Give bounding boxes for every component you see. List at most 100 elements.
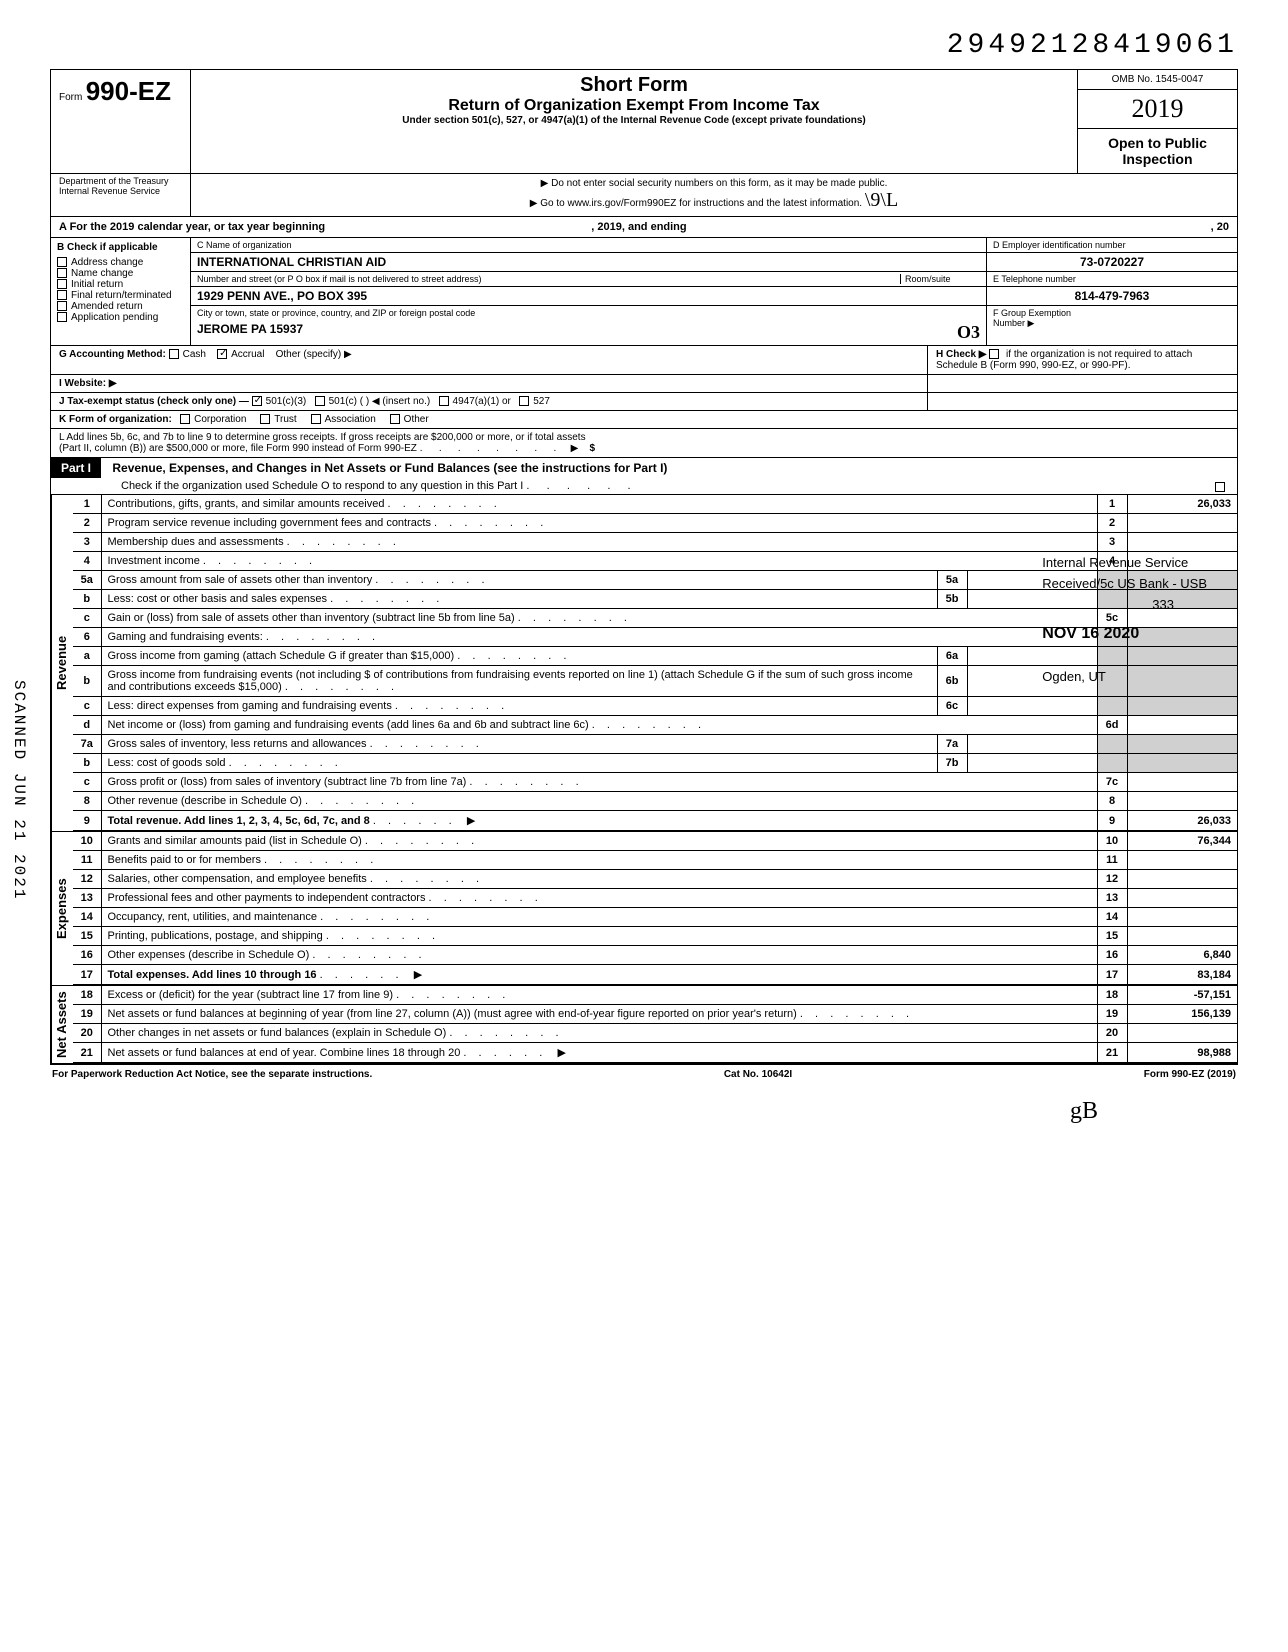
line-description: Professional fees and other payments to … bbox=[101, 889, 1097, 908]
line-description: Printing, publications, postage, and shi… bbox=[101, 927, 1097, 946]
line-l-text2: (Part II, column (B)) are $500,000 or mo… bbox=[59, 443, 417, 454]
line-value bbox=[1127, 1024, 1237, 1043]
line-number: 6 bbox=[73, 628, 101, 647]
mid-line-number: 5a bbox=[937, 571, 967, 590]
line-description: Salaries, other compensation, and employ… bbox=[101, 870, 1097, 889]
line-value: 6,840 bbox=[1127, 946, 1237, 965]
501c3-label: 501(c)(3) bbox=[266, 396, 307, 407]
line-number: 10 bbox=[73, 832, 101, 851]
goto-link: ▶ Go to www.irs.gov/Form990EZ for instru… bbox=[530, 198, 862, 209]
section-bcdef: B Check if applicable Address change Nam… bbox=[51, 238, 1237, 346]
line-number: 14 bbox=[73, 908, 101, 927]
check-initial-return[interactable]: Initial return bbox=[57, 279, 184, 290]
line-description: Less: cost of goods sold . . . . . . . . bbox=[101, 754, 937, 773]
check-trust[interactable] bbox=[260, 414, 270, 424]
website-label: I Website: ▶ bbox=[59, 378, 117, 389]
table-row: 14Occupancy, rent, utilities, and mainte… bbox=[73, 908, 1237, 927]
column-c: C Name of organization INTERNATIONAL CHR… bbox=[191, 238, 987, 345]
line-value bbox=[1127, 927, 1237, 946]
check-schedule-o[interactable] bbox=[1215, 482, 1225, 492]
check-527[interactable] bbox=[519, 396, 529, 406]
org-name: INTERNATIONAL CHRISTIAN AID bbox=[191, 253, 986, 272]
dollar-sign: $ bbox=[589, 443, 595, 454]
catalog-number: Cat No. 10642I bbox=[724, 1069, 792, 1080]
line-number: 7a bbox=[73, 735, 101, 754]
accounting-method-label: G Accounting Method: bbox=[59, 349, 166, 360]
row-k: K Form of organization: Corporation Trus… bbox=[51, 411, 1237, 429]
open-to-public: Open to Public Inspection bbox=[1078, 129, 1237, 173]
line-value bbox=[1127, 773, 1237, 792]
check-cash[interactable] bbox=[169, 349, 179, 359]
ein-label: D Employer identification number bbox=[987, 238, 1237, 253]
line-number: 16 bbox=[73, 946, 101, 965]
stamp-bank: Received/5c US Bank - USB bbox=[1042, 574, 1207, 595]
table-row: 9Total revenue. Add lines 1, 2, 3, 4, 5c… bbox=[73, 811, 1237, 831]
mid-line-number: 6b bbox=[937, 666, 967, 697]
mid-value bbox=[967, 735, 1097, 754]
line-description: Other expenses (describe in Schedule O) … bbox=[101, 946, 1097, 965]
expenses-table: 10Grants and similar amounts paid (list … bbox=[73, 832, 1237, 985]
part-1-label: Part I bbox=[51, 458, 101, 478]
check-schedule-b[interactable] bbox=[989, 349, 999, 359]
right-line-number: 18 bbox=[1097, 986, 1127, 1005]
check-501c3[interactable] bbox=[252, 396, 262, 406]
check-501c[interactable] bbox=[315, 396, 325, 406]
column-b: B Check if applicable Address change Nam… bbox=[51, 238, 191, 345]
line-number: a bbox=[73, 647, 101, 666]
org-name-label: C Name of organization bbox=[191, 238, 986, 253]
right-line-number: 14 bbox=[1097, 908, 1127, 927]
line-description: Contributions, gifts, grants, and simila… bbox=[101, 495, 1097, 514]
addr-label-row: Number and street (or P O box if mail is… bbox=[191, 272, 986, 287]
row-i: I Website: ▶ bbox=[51, 375, 1237, 393]
right-line-number: 10 bbox=[1097, 832, 1127, 851]
form-subtitle: Return of Organization Exempt From Incom… bbox=[199, 97, 1069, 115]
irs-label: Internal Revenue Service bbox=[59, 186, 182, 196]
right-line-number: 8 bbox=[1097, 792, 1127, 811]
line-number: 19 bbox=[73, 1005, 101, 1024]
check-amended-return[interactable]: Amended return bbox=[57, 301, 184, 312]
mid-line-number: 6c bbox=[937, 697, 967, 716]
scanned-stamp: SCANNED JUN 21 2021 bbox=[10, 680, 28, 900]
check-application-pending[interactable]: Application pending bbox=[57, 312, 184, 323]
mid-line-number: 6a bbox=[937, 647, 967, 666]
line-number: b bbox=[73, 590, 101, 609]
addr-label: Number and street (or P O box if mail is… bbox=[197, 274, 900, 284]
column-def: D Employer identification number 73-0720… bbox=[987, 238, 1237, 345]
revenue-side-label: Revenue bbox=[51, 495, 73, 831]
line-number: 9 bbox=[73, 811, 101, 831]
line-number: 4 bbox=[73, 552, 101, 571]
line-description: Grants and similar amounts paid (list in… bbox=[101, 832, 1097, 851]
line-l-text1: L Add lines 5b, 6c, and 7b to line 9 to … bbox=[59, 432, 586, 443]
city-label: City or town, state or province, country… bbox=[191, 306, 986, 320]
no-ssn-notice: ▶ Do not enter social security numbers o… bbox=[195, 178, 1233, 189]
room-suite-label: Room/suite bbox=[900, 274, 980, 284]
line-number: 12 bbox=[73, 870, 101, 889]
line-description: Total revenue. Add lines 1, 2, 3, 4, 5c,… bbox=[101, 811, 1097, 831]
other-specify-label: Other (specify) ▶ bbox=[276, 349, 352, 360]
check-accrual[interactable] bbox=[217, 349, 227, 359]
line-description: Investment income . . . . . . . . bbox=[101, 552, 1097, 571]
table-row: 21Net assets or fund balances at end of … bbox=[73, 1043, 1237, 1063]
revenue-section: Revenue 1Contributions, gifts, grants, a… bbox=[51, 495, 1237, 832]
mid-value bbox=[967, 754, 1097, 773]
check-4947a1[interactable] bbox=[439, 396, 449, 406]
check-address-change[interactable]: Address change bbox=[57, 257, 184, 268]
check-name-change[interactable]: Name change bbox=[57, 268, 184, 279]
table-row: bLess: cost of goods sold . . . . . . . … bbox=[73, 754, 1237, 773]
tax-year: 2019 bbox=[1078, 90, 1237, 129]
stamp-irs: Internal Revenue Service bbox=[1042, 553, 1207, 574]
line-a-suffix: , 20 bbox=[1211, 221, 1229, 233]
handwritten-o3: O3 bbox=[957, 322, 980, 343]
check-corporation[interactable] bbox=[180, 414, 190, 424]
check-final-return[interactable]: Final return/terminated bbox=[57, 290, 184, 301]
row-l: L Add lines 5b, 6c, and 7b to line 9 to … bbox=[51, 429, 1237, 457]
right-line-number: 3 bbox=[1097, 533, 1127, 552]
city-state-zip: JEROME PA 15937 bbox=[197, 322, 957, 343]
check-other-org[interactable] bbox=[390, 414, 400, 424]
arrow-icon: ▶ bbox=[571, 443, 579, 454]
table-row: 19Net assets or fund balances at beginni… bbox=[73, 1005, 1237, 1024]
line-value bbox=[1127, 851, 1237, 870]
mid-line-number: 5b bbox=[937, 590, 967, 609]
stamp-code: 333 bbox=[1042, 595, 1207, 616]
check-association[interactable] bbox=[311, 414, 321, 424]
